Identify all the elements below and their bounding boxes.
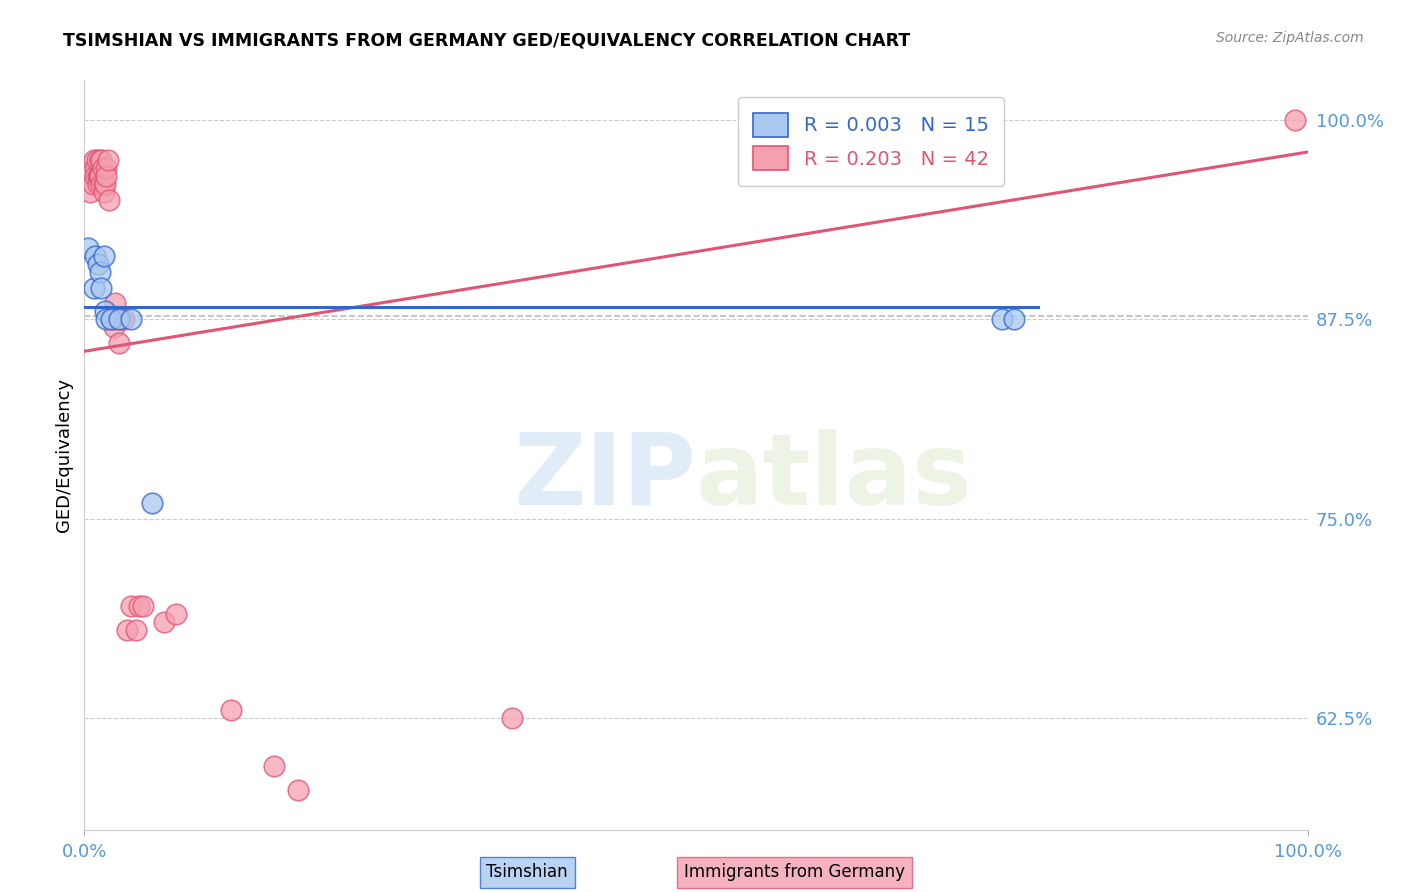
Point <box>128 599 150 614</box>
Point <box>89 153 111 167</box>
Text: Immigrants from Germany: Immigrants from Germany <box>683 863 905 881</box>
Point <box>84 161 107 175</box>
Point <box>125 624 148 638</box>
Point <box>101 312 124 326</box>
Point <box>1002 312 1025 326</box>
Point <box>100 312 122 326</box>
Point <box>87 169 110 183</box>
Point <box>89 264 111 278</box>
Point <box>84 169 107 183</box>
Point <box>93 185 115 199</box>
Point <box>287 782 309 797</box>
Point <box>120 599 142 614</box>
Text: ZIP: ZIP <box>513 429 696 526</box>
Point <box>991 312 1014 326</box>
Point <box>100 312 122 326</box>
Point <box>105 312 128 326</box>
Point <box>79 185 101 199</box>
Point <box>107 336 129 351</box>
Point <box>90 280 112 294</box>
Point <box>103 320 125 334</box>
Point <box>104 296 127 310</box>
Text: atlas: atlas <box>696 429 973 526</box>
Point <box>97 193 120 207</box>
Point <box>96 312 118 326</box>
Point <box>83 280 105 294</box>
Point <box>87 177 110 191</box>
Point <box>89 169 111 183</box>
Point <box>93 249 115 263</box>
Point <box>141 496 163 510</box>
Legend: R = 0.003   N = 15, R = 0.203   N = 42: R = 0.003 N = 15, R = 0.203 N = 42 <box>738 97 1004 186</box>
Point <box>153 615 176 630</box>
Point <box>77 169 100 183</box>
Text: TSIMSHIAN VS IMMIGRANTS FROM GERMANY GED/EQUIVALENCY CORRELATION CHART: TSIMSHIAN VS IMMIGRANTS FROM GERMANY GED… <box>63 31 911 49</box>
Point <box>93 177 115 191</box>
Point <box>115 624 138 638</box>
Text: Source: ZipAtlas.com: Source: ZipAtlas.com <box>1216 31 1364 45</box>
Point <box>120 312 142 326</box>
Point <box>263 759 285 773</box>
Point <box>94 177 117 191</box>
Point <box>82 177 104 191</box>
Point <box>87 169 110 183</box>
Point <box>84 249 107 263</box>
Point <box>86 153 108 167</box>
Point <box>107 312 129 326</box>
Point <box>83 153 105 167</box>
Point <box>96 169 118 183</box>
Point <box>91 161 114 175</box>
Point <box>90 153 112 167</box>
Point <box>1284 113 1306 128</box>
Point <box>132 599 155 614</box>
Point <box>502 711 524 725</box>
Point <box>165 607 187 622</box>
Y-axis label: GED/Equivalency: GED/Equivalency <box>55 378 73 532</box>
Point <box>94 304 117 318</box>
Point <box>219 703 242 717</box>
Point <box>90 177 112 191</box>
Point <box>112 312 135 326</box>
Point <box>110 312 132 326</box>
Point <box>77 241 100 255</box>
Point <box>96 161 118 175</box>
Point <box>87 257 110 271</box>
Point <box>97 153 120 167</box>
Text: Tsimshian: Tsimshian <box>486 863 568 881</box>
